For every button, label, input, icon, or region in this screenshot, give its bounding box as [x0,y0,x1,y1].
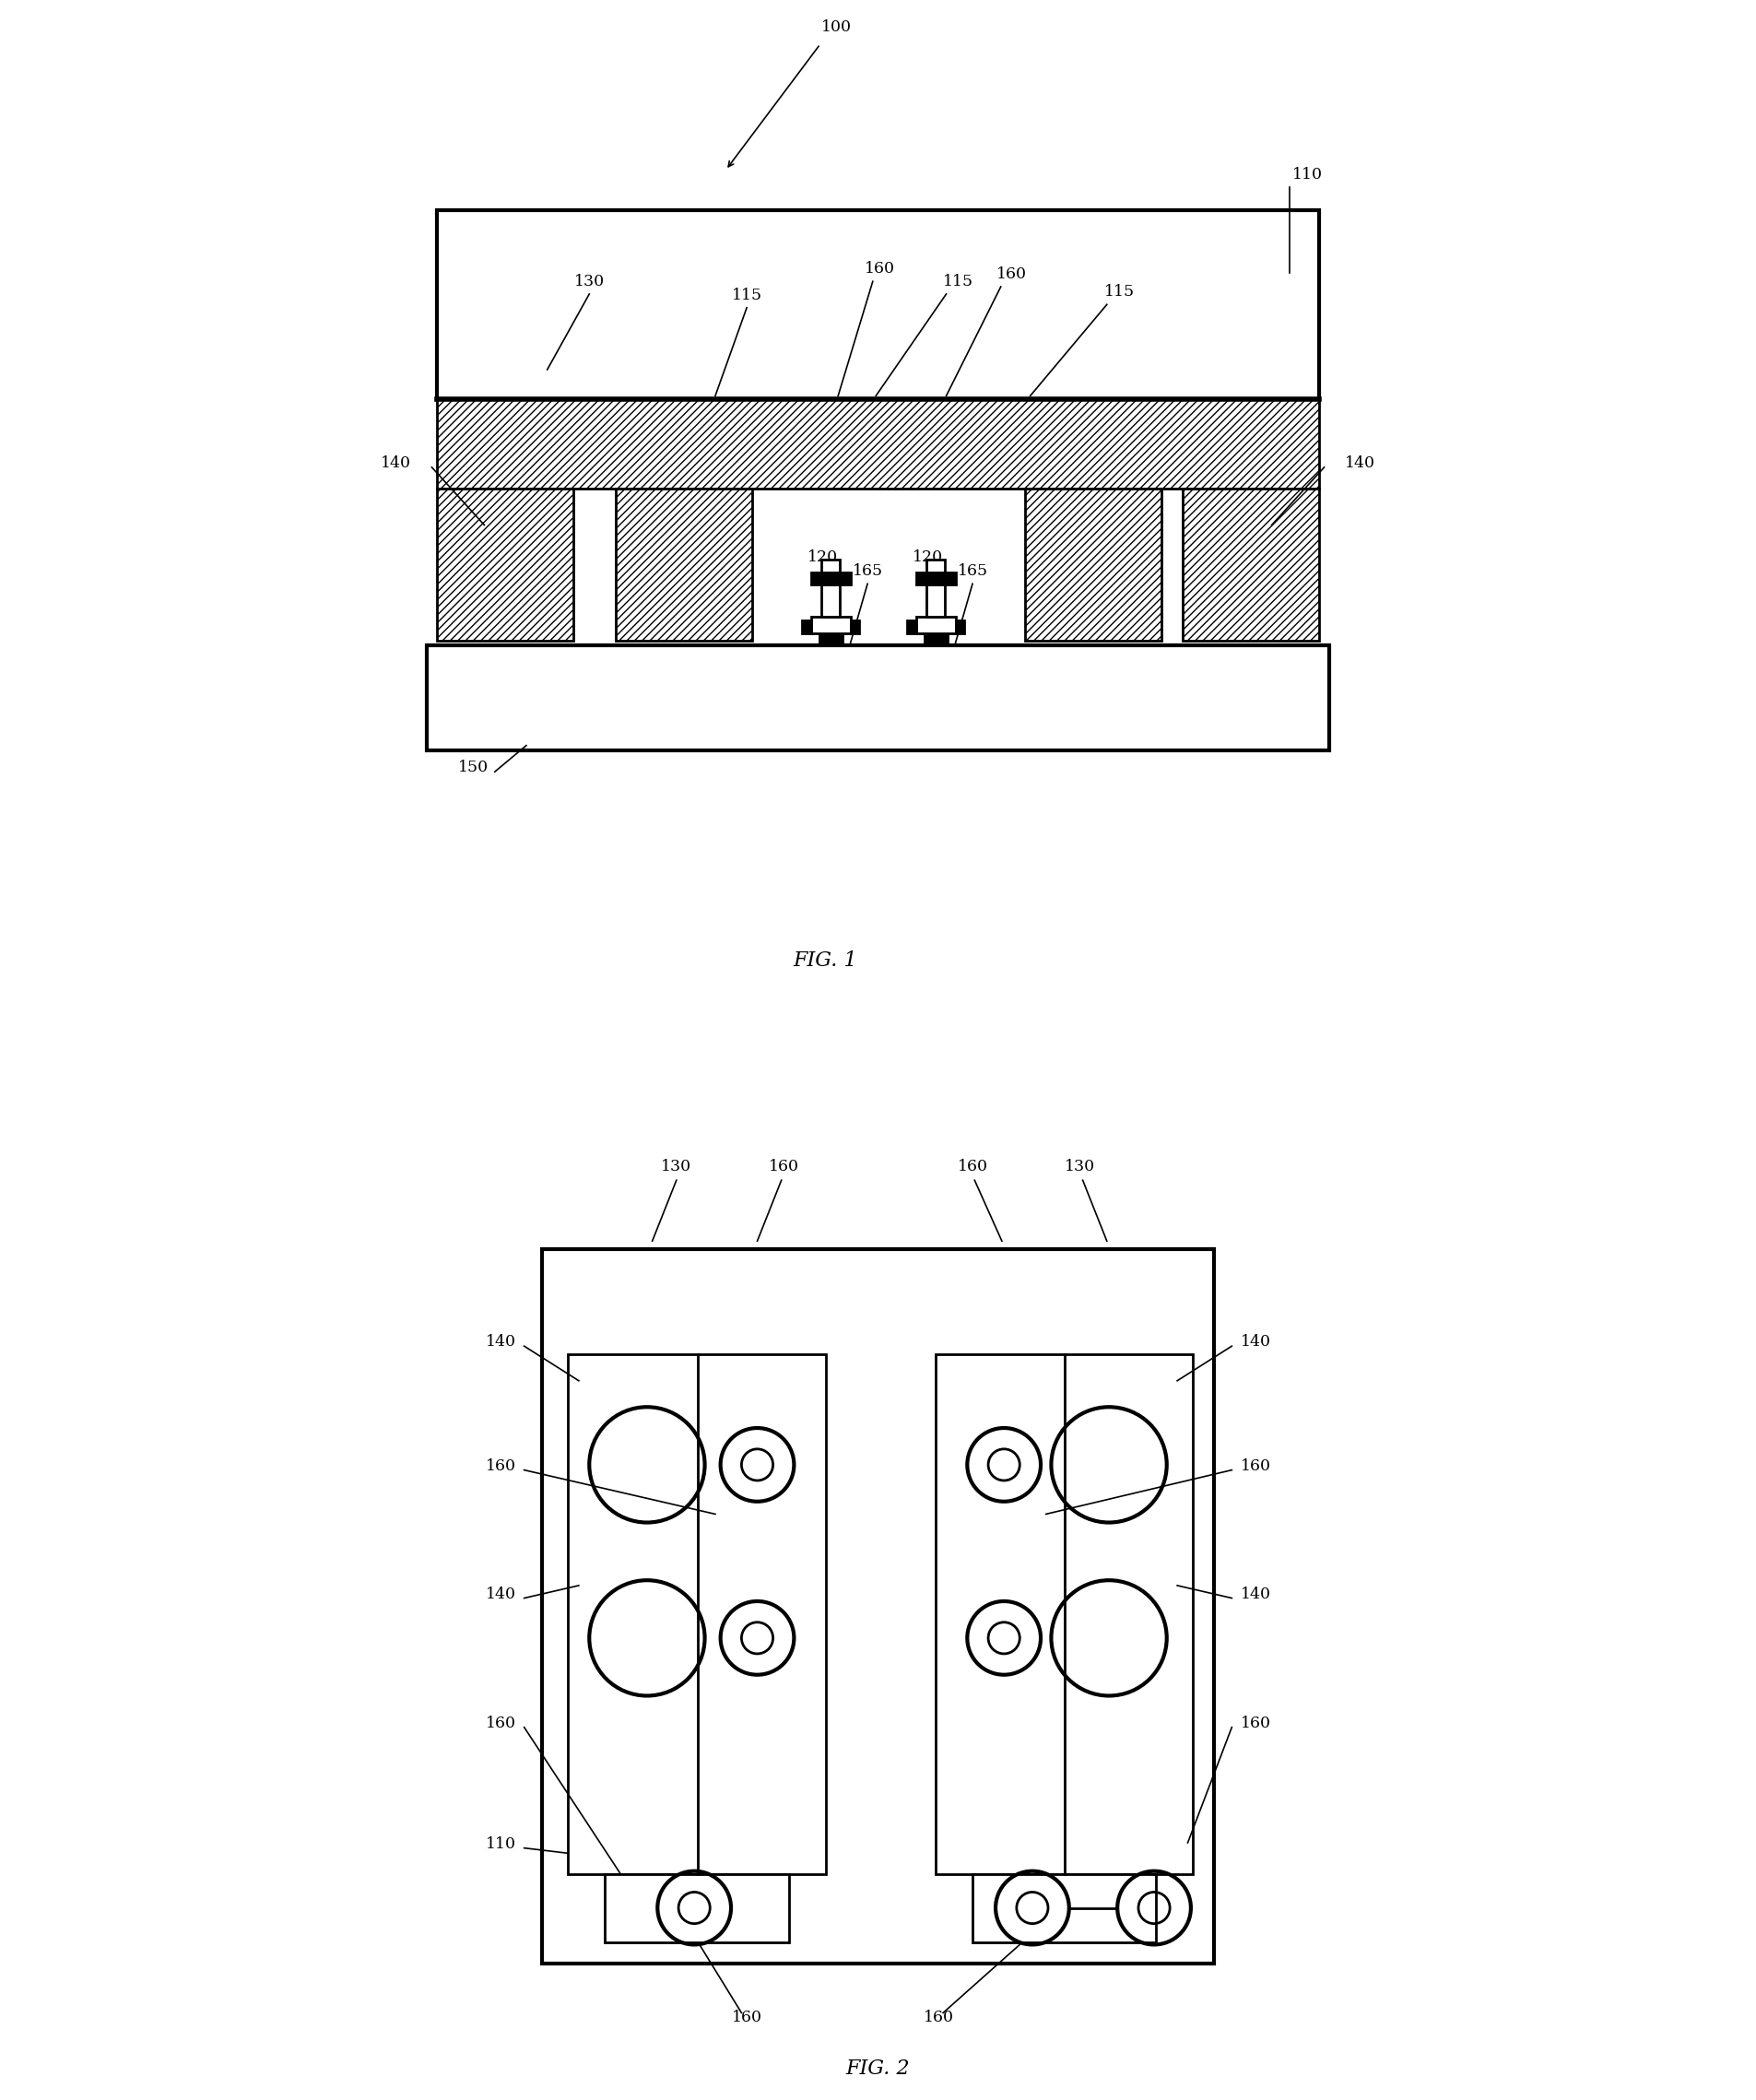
Bar [850,622,859,634]
Text: 120: 120 [808,550,838,565]
Bar [820,634,843,647]
Text: 140: 140 [1345,456,1375,470]
Bar [917,571,955,584]
Text: 100: 100 [820,19,852,36]
Text: FIG. 1: FIG. 1 [794,951,857,970]
Text: 130: 130 [662,1159,692,1174]
Bar [543,1250,1213,1964]
Bar [437,399,1319,489]
Text: 115: 115 [732,288,762,302]
Bar [908,622,917,634]
Bar [606,1873,788,1943]
Bar [437,489,574,640]
Bar [1026,489,1161,640]
Bar [616,489,752,640]
Bar [569,1354,825,1873]
Bar [1182,489,1319,640]
Bar [973,1873,1155,1943]
Text: 110: 110 [485,1835,516,1852]
Bar [811,571,850,584]
Text: 120: 120 [911,550,943,565]
Text: 160: 160 [957,1159,987,1174]
Text: 115: 115 [943,273,973,290]
Text: 160: 160 [485,1457,516,1474]
Text: 165: 165 [957,563,989,580]
Text: 150: 150 [458,760,490,775]
Text: 140: 140 [1240,1586,1271,1602]
Bar [802,622,811,634]
Text: 160: 160 [769,1159,799,1174]
Bar [427,647,1329,752]
Bar [936,1354,1192,1873]
Bar [955,622,964,634]
Text: 110: 110 [1292,166,1322,183]
Text: 130: 130 [1064,1159,1094,1174]
Bar [924,634,946,647]
Bar [917,617,955,634]
Text: FIG. 2: FIG. 2 [846,2058,910,2079]
Bar [927,584,945,617]
Text: 140: 140 [1240,1334,1271,1350]
Bar [811,617,850,634]
Bar [437,210,1319,399]
Bar [822,584,839,617]
Text: 130: 130 [574,273,604,290]
Text: 160: 160 [996,267,1027,281]
Text: 160: 160 [924,2010,954,2024]
Text: 160: 160 [1240,1716,1271,1730]
Text: 165: 165 [852,563,883,580]
Text: 140: 140 [485,1334,516,1350]
Text: 115: 115 [1105,284,1134,300]
Text: 160: 160 [1240,1457,1271,1474]
Text: 160: 160 [732,2010,762,2024]
Text: 140: 140 [381,456,411,470]
Text: 160: 160 [866,260,896,277]
Bar [927,559,945,571]
Text: 140: 140 [485,1586,516,1602]
Bar [822,559,839,571]
Text: 160: 160 [485,1716,516,1730]
